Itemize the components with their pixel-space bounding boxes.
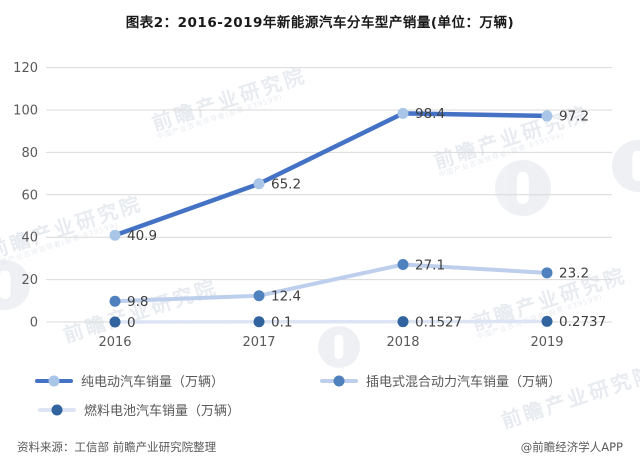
data-point: [109, 316, 121, 328]
data-label: 12.4: [271, 289, 301, 305]
chart-title: 图表2：2016-2019年新能源汽车分车型产销量(单位：万辆): [125, 15, 515, 31]
x-tick-label: 2018: [386, 335, 419, 350]
legend-line-dot-icon: [320, 375, 358, 387]
data-label: 9.8: [127, 294, 148, 310]
data-point: [253, 178, 265, 190]
legend-label: 插电式混合动力汽车销量（万辆）: [366, 375, 562, 390]
data-point: [397, 259, 409, 271]
series-line-1: [113, 262, 549, 304]
x-tick-label: 2019: [530, 335, 563, 350]
data-label: 65.2: [271, 177, 301, 193]
data-point: [541, 267, 553, 279]
series-line-2: [113, 319, 549, 324]
data-label: 0.2737: [559, 314, 606, 330]
credit-note: @前瞻经济学人APP: [520, 440, 623, 454]
y-tick-label: 60: [21, 188, 38, 203]
line-chart: 0 20 40 60 80 100 120 2016 2017 2018 2019 40.9 65.2 9…: [13, 61, 612, 350]
data-label: 0.1527: [415, 314, 462, 330]
y-tick-label: 20: [21, 273, 38, 288]
y-tick-label: 0: [30, 316, 38, 331]
data-point: [253, 316, 265, 328]
data-point: [541, 315, 553, 327]
data-label: 0: [127, 315, 136, 331]
x-tick-label: 2017: [242, 335, 275, 350]
data-label: 40.9: [127, 228, 157, 244]
data-point: [541, 110, 553, 122]
data-label: 97.2: [559, 109, 589, 125]
legend-line-dot-icon: [35, 375, 73, 387]
data-label: 23.2: [559, 266, 589, 282]
data-point: [109, 295, 121, 307]
y-tick-label: 80: [21, 146, 38, 161]
source-note: 资料来源：工信部 前瞻产业研究院整理: [17, 440, 217, 454]
legend-item-pure-electric[interactable]: 纯电动汽车销量（万辆）: [35, 371, 224, 390]
legend-label: 纯电动汽车销量（万辆）: [81, 375, 225, 390]
legend-label: 燃料电池汽车销量（万辆）: [84, 404, 241, 419]
legend-item-plugin-hybrid[interactable]: 插电式混合动力汽车销量（万辆）: [320, 371, 561, 390]
legend-item-fuel-cell[interactable]: 燃料电池汽车销量（万辆）: [38, 400, 240, 419]
x-tick-label: 2016: [98, 335, 131, 350]
data-point: [397, 107, 409, 119]
data-point: [109, 229, 121, 241]
data-label: 98.4: [415, 106, 445, 122]
chart-footer: 资料来源：工信部 前瞻产业研究院整理 @前瞻经济学人APP: [0, 434, 640, 460]
data-point: [253, 290, 265, 302]
y-tick-label: 100: [13, 104, 38, 119]
data-label: 0.1: [271, 315, 292, 331]
series-line-0: [112, 111, 550, 238]
y-tick-label: 120: [13, 61, 38, 76]
data-point: [397, 316, 409, 328]
data-label: 27.1: [415, 257, 445, 273]
legend-line-dot-icon: [38, 404, 76, 416]
y-tick-label: 40: [21, 231, 38, 246]
chart-legend: 纯电动汽车销量（万辆） 插电式混合动力汽车销量（万辆） 燃料电池汽车销量（万辆）: [0, 369, 640, 421]
